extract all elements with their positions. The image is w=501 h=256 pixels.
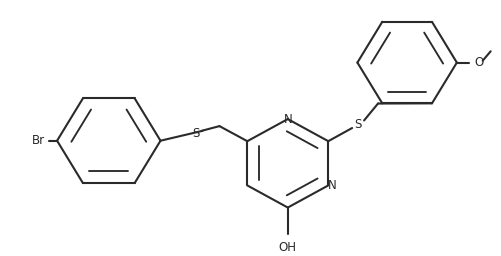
Text: N: N: [328, 179, 337, 192]
Text: S: S: [354, 118, 362, 131]
Text: N: N: [284, 113, 292, 125]
Text: OH: OH: [279, 241, 297, 254]
Text: S: S: [192, 127, 199, 140]
Text: O: O: [475, 56, 484, 69]
Text: Br: Br: [32, 134, 45, 147]
